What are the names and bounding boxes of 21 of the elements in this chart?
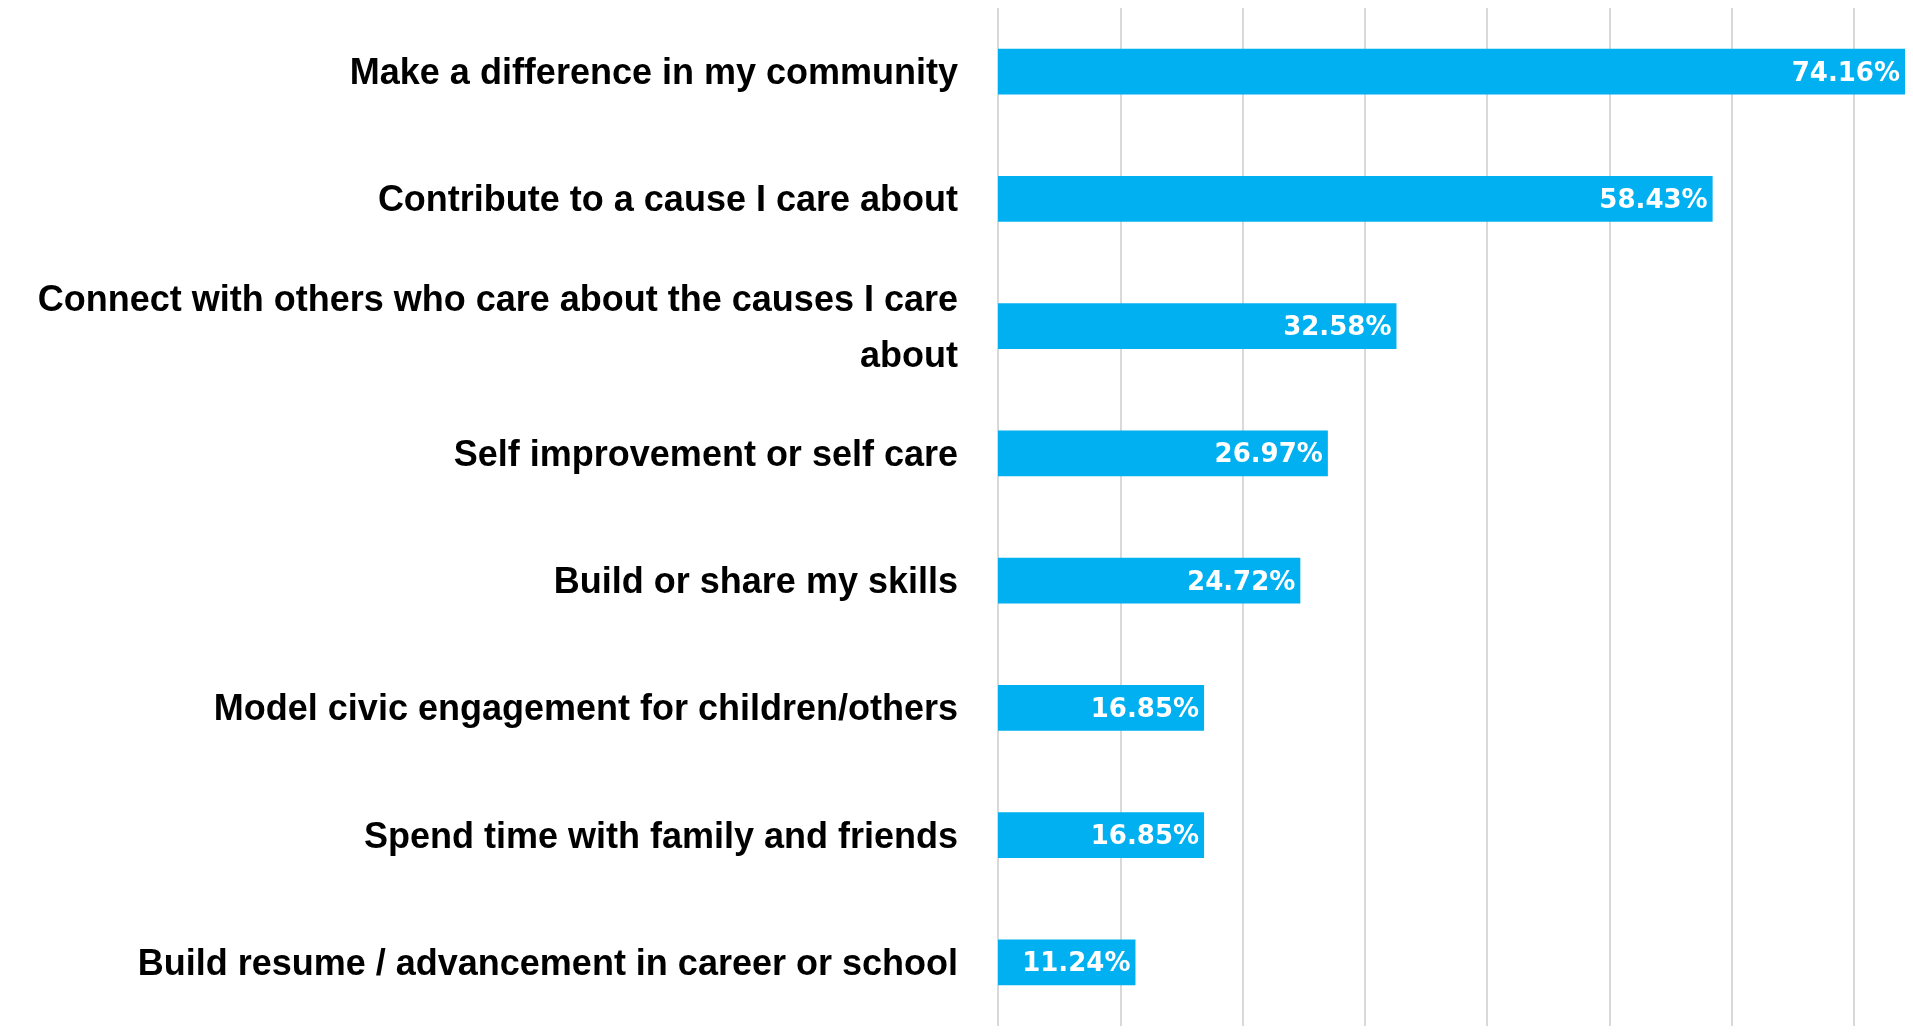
y-tick-label: Build resume / advancement in career or school <box>137 941 958 983</box>
y-tick-label: Spend time with family and friends <box>363 814 958 856</box>
bar <box>998 430 1328 477</box>
y-tick-label: Make a difference in my community <box>349 51 958 93</box>
y-tick-label: Build or share my skills <box>553 560 958 602</box>
data-label: 74.16% <box>1791 56 1900 87</box>
data-label: 32.58% <box>1283 311 1392 342</box>
y-tick-label: Contribute to a cause I care about <box>377 178 958 220</box>
data-label: 58.43% <box>1599 183 1708 214</box>
data-label: 16.85% <box>1090 820 1200 851</box>
data-label: 24.72% <box>1187 565 1296 596</box>
y-tick-label: Connect with others who care about the causes I care about <box>37 277 959 375</box>
data-label: 11.24% <box>1022 947 1131 978</box>
y-tick-label: Self improvement or self care <box>453 432 958 474</box>
bar <box>998 175 1713 222</box>
data-label: 16.85% <box>1090 692 1200 723</box>
y-tick-label: Model civic engagement for children/others <box>213 687 958 729</box>
bar <box>998 557 1301 604</box>
data-label: 26.97% <box>1214 438 1323 469</box>
bar <box>998 303 1397 350</box>
bar <box>998 48 1905 95</box>
